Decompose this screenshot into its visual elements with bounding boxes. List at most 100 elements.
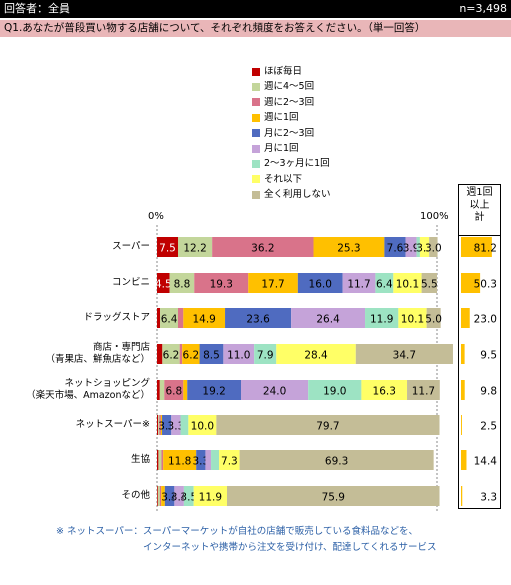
bar-segment xyxy=(161,486,165,506)
category-label: スーパー xyxy=(112,241,150,252)
bar-segment xyxy=(421,273,437,293)
bar-segment xyxy=(416,237,420,257)
bar-segment xyxy=(180,415,189,435)
bar-segment xyxy=(160,415,163,435)
bar-segment xyxy=(393,273,422,293)
category-label: その他 xyxy=(121,490,150,501)
data-label: 3.0 xyxy=(425,243,442,255)
category-label: コンビニ xyxy=(111,277,150,288)
legend-swatch xyxy=(252,98,260,107)
legend-item: 2～3ヶ月に1回 xyxy=(252,156,331,171)
bar-segment xyxy=(159,380,165,400)
axis-tick-100: 100% xyxy=(420,211,449,222)
bar-segment xyxy=(248,273,298,293)
bar-segment xyxy=(159,486,162,506)
bar-segment xyxy=(182,344,200,364)
data-label: 79.7 xyxy=(316,421,339,433)
category-label: 生協 xyxy=(130,454,150,465)
legend-item: 月に1回 xyxy=(252,141,331,156)
data-label: 5.5 xyxy=(421,279,438,291)
legend-item: 週に4～5回 xyxy=(252,79,331,94)
data-label: 16.0 xyxy=(309,279,332,291)
data-label: 69.3 xyxy=(325,456,348,468)
data-label: 34.7 xyxy=(393,350,416,362)
bar-segment xyxy=(157,308,161,328)
bar-segment xyxy=(212,237,314,257)
bar-segment xyxy=(196,450,206,470)
legend-item: ほぼ毎日 xyxy=(252,64,331,79)
data-label: 7.3 xyxy=(221,456,238,468)
bar-segment xyxy=(163,450,197,470)
data-label: 12.2 xyxy=(183,243,206,255)
data-label: 5.0 xyxy=(425,314,442,326)
data-label: 28.4 xyxy=(304,350,328,362)
side-column-box xyxy=(458,236,501,509)
footnote: ※ ネットスーパー：スーパーマーケットが自社の店舗で販売している食料品などを、 … xyxy=(56,524,436,556)
bar-segment xyxy=(219,450,240,470)
bar-segment xyxy=(160,308,178,328)
legend-swatch xyxy=(252,160,260,169)
bar-segment xyxy=(161,450,164,470)
data-label: 17.7 xyxy=(261,279,284,291)
bar-segment xyxy=(194,273,249,293)
bar-segment xyxy=(174,486,184,506)
respondents-label: 回答者：全員 xyxy=(4,2,70,15)
data-label: 8.5 xyxy=(203,350,220,362)
data-label: 6.4 xyxy=(161,314,178,326)
data-label: 3.4 xyxy=(161,492,178,504)
axis-tick-0: 0% xyxy=(148,211,164,222)
bar-segment xyxy=(157,415,159,435)
data-label: 6.8 xyxy=(165,386,182,398)
legend-label: 週に2～3回 xyxy=(264,96,315,108)
legend-label: 週に1回 xyxy=(264,112,299,124)
data-label: 7.9 xyxy=(257,350,274,362)
bar-segment xyxy=(157,237,178,257)
data-label: 19.2 xyxy=(202,386,225,398)
legend-item: 全く利用しない xyxy=(252,187,331,202)
bar-segment xyxy=(426,308,441,328)
bar-segment xyxy=(405,237,417,257)
bar-segment xyxy=(419,237,430,257)
legend-swatch xyxy=(252,113,260,122)
category-label: 商店・専門店 （青果店、鮮魚店など） xyxy=(45,342,150,365)
bar-segment xyxy=(162,415,172,435)
bar-segment xyxy=(157,273,170,293)
footnote-line-2: インターネットや携帯から注文を受け付け、配達してくれるサービス xyxy=(143,542,437,553)
bar-segment xyxy=(297,273,343,293)
bar-segment xyxy=(157,486,158,506)
data-label: 16.3 xyxy=(373,386,396,398)
legend-label: それ以下 xyxy=(264,173,303,185)
data-label: 11.7 xyxy=(347,279,370,291)
bar-segment xyxy=(188,415,217,435)
category-label: ネットショッピング （楽天市場、Amazonなど） xyxy=(26,378,150,401)
bar-segment xyxy=(276,344,356,364)
bar-segment xyxy=(361,380,408,400)
bar-segment xyxy=(183,486,194,506)
data-label: 3.4 xyxy=(171,492,188,504)
legend-swatch xyxy=(252,144,260,153)
data-label: 10.0 xyxy=(191,421,214,433)
legend-item: それ以下 xyxy=(252,172,331,187)
legend-item: 週に1回 xyxy=(252,110,331,125)
data-label: 3.5 xyxy=(180,492,197,504)
legend-swatch xyxy=(252,83,260,92)
legend-swatch xyxy=(252,129,260,138)
data-label: 6.2 xyxy=(183,350,200,362)
header-bar: 回答者：全員 n=3,498 xyxy=(0,0,511,18)
bar-segment xyxy=(384,237,406,257)
bar-segment xyxy=(254,344,277,364)
data-label: 6.4 xyxy=(376,279,393,291)
bar-segment xyxy=(193,486,227,506)
data-label: 3.3 xyxy=(192,456,209,468)
data-label: 3.3 xyxy=(416,243,433,255)
bar-segment xyxy=(355,344,453,364)
bar-segment xyxy=(162,344,180,364)
bar-segment xyxy=(205,450,212,470)
bar-segment xyxy=(169,273,195,293)
data-label: 26.4 xyxy=(316,314,340,326)
bar-segment xyxy=(157,450,159,470)
legend-label: 月に2～3回 xyxy=(264,127,315,139)
bar-segment xyxy=(291,308,366,328)
category-label: ネットスーパー※ xyxy=(75,419,150,430)
bar-segment xyxy=(223,344,255,364)
